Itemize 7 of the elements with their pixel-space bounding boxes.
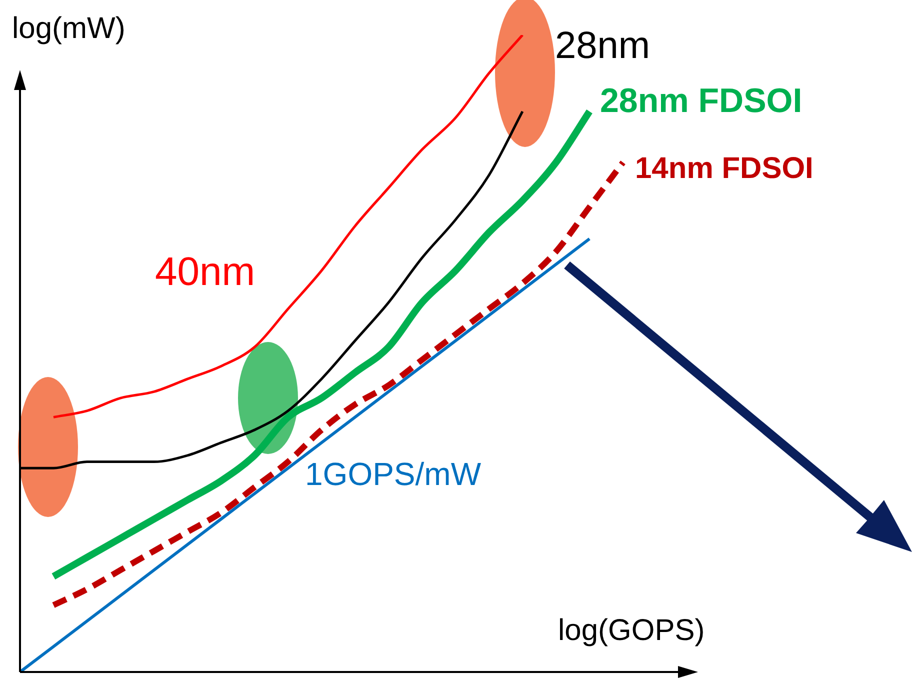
series-label: 28nm FDSOI <box>600 82 802 120</box>
series-label: 28nm <box>555 25 650 67</box>
x-axis-title: log(GOPS) <box>558 614 705 647</box>
series-label: 14nm FDSOI <box>635 152 814 185</box>
y-axis-title: log(mW) <box>12 12 126 45</box>
series-label: 40nm <box>155 250 256 294</box>
series-label: 1GOPS/mW <box>305 456 482 492</box>
